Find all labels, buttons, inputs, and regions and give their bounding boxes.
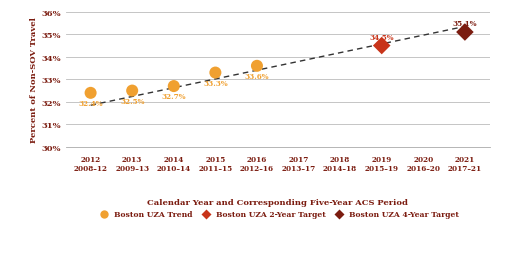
Text: 2012: 2012 [80, 156, 100, 164]
Text: 34.5%: 34.5% [370, 34, 394, 41]
Text: 32.7%: 32.7% [162, 93, 186, 101]
Text: 32.5%: 32.5% [120, 98, 144, 105]
Text: 2021: 2021 [455, 156, 475, 164]
Text: 2017–21: 2017–21 [448, 165, 482, 173]
Text: 2014–18: 2014–18 [323, 165, 357, 173]
Point [253, 65, 261, 69]
Text: 2009–13: 2009–13 [115, 165, 149, 173]
Text: 32.4%: 32.4% [78, 100, 103, 108]
Text: 2013: 2013 [122, 156, 142, 164]
Point [128, 89, 136, 93]
Text: 2018: 2018 [330, 156, 350, 164]
Point [211, 71, 219, 75]
Point [461, 31, 469, 35]
Legend: Boston UZA Trend, Boston UZA 2-Year Target, Boston UZA 4-Year Target: Boston UZA Trend, Boston UZA 2-Year Targ… [93, 208, 463, 221]
Text: Calendar Year and Corresponding Five-Year ACS Period: Calendar Year and Corresponding Five-Yea… [147, 198, 408, 207]
Text: 2008–12: 2008–12 [74, 165, 108, 173]
Text: 2010–14: 2010–14 [157, 165, 191, 173]
Text: 33.3%: 33.3% [203, 80, 228, 88]
Text: 2011–15: 2011–15 [198, 165, 232, 173]
Point [86, 91, 94, 96]
Text: 2012–16: 2012–16 [240, 165, 274, 173]
Text: 2020: 2020 [413, 156, 433, 164]
Point [170, 85, 178, 89]
Point [378, 44, 386, 49]
Text: 2013–17: 2013–17 [281, 165, 316, 173]
Y-axis label: Percent of Non-SOV Travel: Percent of Non-SOV Travel [30, 17, 38, 143]
Text: 35.1%: 35.1% [452, 20, 477, 28]
Text: 2014: 2014 [164, 156, 184, 164]
Text: 2016–20: 2016–20 [407, 165, 440, 173]
Text: 2017: 2017 [288, 156, 309, 164]
Text: 2015: 2015 [205, 156, 226, 164]
Text: 2015–19: 2015–19 [365, 165, 399, 173]
Text: 2016: 2016 [247, 156, 267, 164]
Text: 33.6%: 33.6% [245, 73, 269, 81]
Text: 2019: 2019 [372, 156, 392, 164]
